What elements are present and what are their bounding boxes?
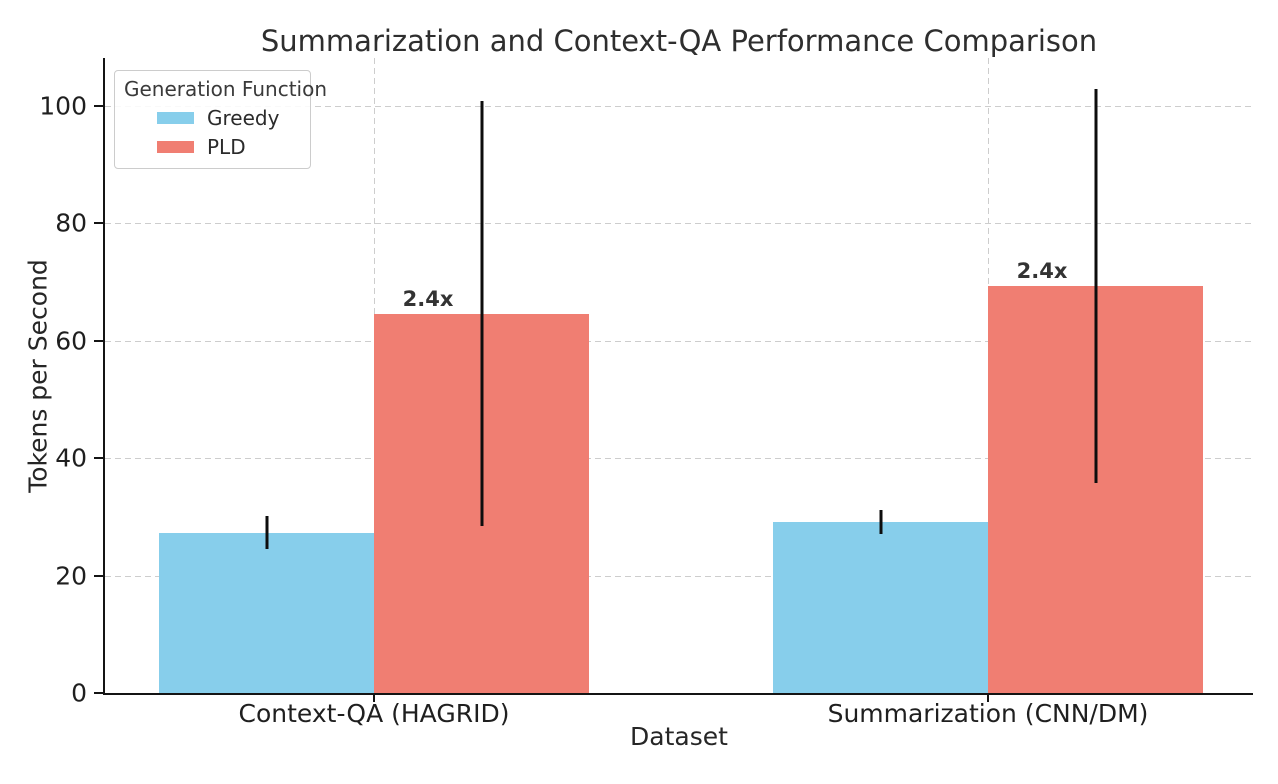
legend-label-pld: PLD — [207, 135, 246, 159]
y-tick-label: 40 — [55, 443, 87, 473]
y-gridline — [105, 340, 1253, 342]
chart-title: Summarization and Context-QA Performance… — [260, 24, 1098, 58]
legend: Generation Function Greedy PLD — [114, 70, 327, 169]
x-category-label: Summarization (CNN/DM) — [827, 699, 1149, 728]
bar-greedy-0 — [159, 532, 374, 693]
legend-entry-pld: PLD — [157, 135, 304, 159]
legend-swatch-pld — [157, 141, 194, 153]
legend-entry-greedy: Greedy — [157, 106, 304, 130]
y-gridline — [105, 458, 1253, 460]
x-tick-mark — [373, 695, 375, 702]
y-tick-mark — [94, 574, 103, 577]
y-tick-mark — [94, 339, 103, 342]
speedup-annotation-1: 2.4x — [1016, 258, 1068, 283]
y-tick-label: 0 — [71, 678, 87, 708]
error-bar-greedy-1 — [879, 510, 882, 534]
legend-label-greedy: Greedy — [207, 106, 280, 130]
error-bar-pld-0 — [480, 100, 483, 527]
plot-area: Summarization (CNN/DM) Context-QA (HAGRID… — [39, 58, 1253, 728]
y-tick-mark — [94, 222, 103, 225]
error-bar-pld-1 — [1094, 88, 1097, 484]
y-gridline — [105, 223, 1253, 225]
y-tick-mark — [94, 457, 103, 460]
bar-greedy-1 — [773, 522, 988, 693]
legend-title: Generation Function — [124, 77, 327, 101]
y-tick-mark — [94, 692, 103, 694]
y-tick-mark — [94, 104, 103, 107]
y-gridline — [105, 575, 1253, 577]
y-tick-label: 80 — [55, 208, 87, 238]
legend-entries: Greedy PLD — [124, 106, 304, 159]
y-tick-label: 20 — [55, 561, 87, 591]
x-axis-label: Dataset — [630, 722, 728, 751]
x-tick-mark — [987, 695, 989, 702]
speedup-annotation-0: 2.4x — [402, 286, 454, 311]
y-tick-label: 100 — [39, 91, 87, 121]
legend-swatch-greedy — [157, 112, 194, 124]
y-gridline — [105, 105, 1253, 107]
error-bar-greedy-0 — [265, 516, 268, 550]
y-tick-label: 60 — [55, 326, 87, 356]
x-category-label: Context-QA (HAGRID) — [238, 699, 510, 728]
